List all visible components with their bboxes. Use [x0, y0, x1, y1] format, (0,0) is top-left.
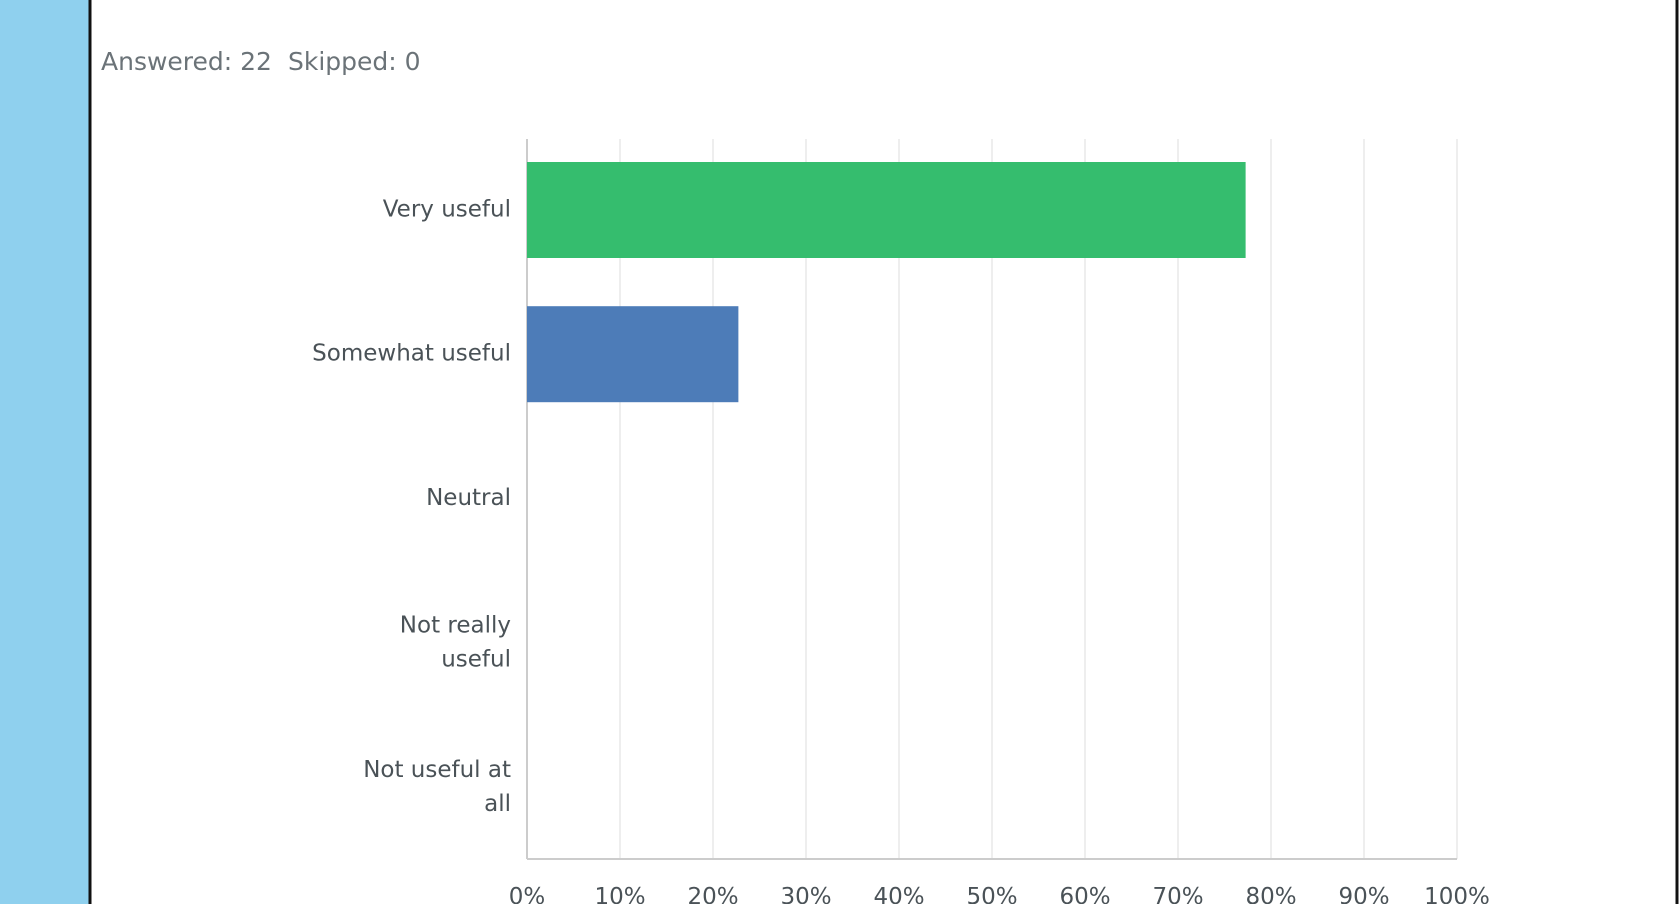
x-tick-label: 40% [873, 884, 924, 904]
y-tick-label: Somewhat useful [312, 341, 511, 367]
x-tick-label: 70% [1152, 884, 1203, 904]
x-tick-label: 0% [509, 884, 546, 904]
bar [527, 306, 739, 403]
bar [527, 162, 1246, 258]
x-tick-label: 20% [687, 884, 738, 904]
x-tick-label: 80% [1245, 884, 1296, 904]
x-tick-label: 50% [966, 884, 1017, 904]
y-tick-label: Very useful [383, 197, 511, 223]
y-tick-label: Not useful at all [363, 756, 511, 816]
x-tick-label: 100% [1424, 884, 1490, 904]
x-tick-label: 30% [780, 884, 831, 904]
y-tick-label: Neutral [426, 485, 511, 511]
y-tick-label: Not really useful [400, 612, 511, 672]
x-tick-label: 10% [594, 884, 645, 904]
side-strip [0, 0, 89, 904]
answered-count: Answered: 22 [101, 47, 272, 76]
x-tick-label: 60% [1059, 884, 1110, 904]
x-tick-label: 90% [1338, 884, 1389, 904]
skipped-count: Skipped: 0 [288, 47, 421, 76]
